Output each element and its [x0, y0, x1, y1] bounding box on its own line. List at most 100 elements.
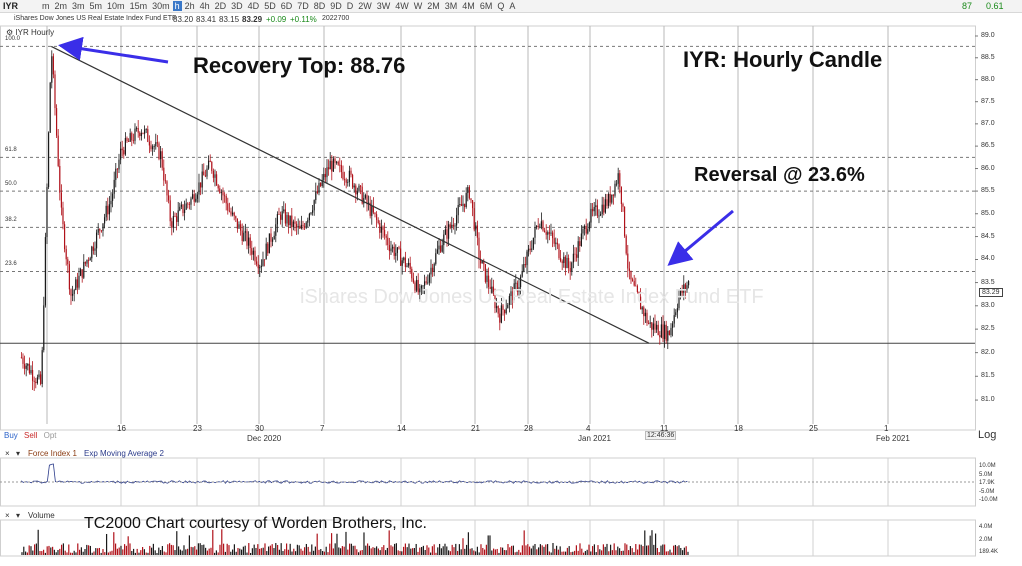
candle-body: [647, 323, 650, 324]
candle-body: [100, 230, 102, 232]
volume-bar: [487, 535, 489, 555]
timeframe-3M[interactable]: 3M: [444, 1, 458, 11]
candle-body: [582, 229, 584, 234]
volume-bar: [356, 549, 358, 555]
volume-bar: [114, 543, 117, 555]
volume-bar: [172, 545, 174, 555]
timeframe-4h[interactable]: 4h: [199, 1, 210, 11]
timeframe-2W[interactable]: 2W: [358, 1, 372, 11]
timeframe-3W[interactable]: 3W: [376, 1, 391, 11]
quote-close: 83.29: [242, 15, 263, 24]
candle-body: [27, 363, 29, 366]
candle-body: [121, 148, 123, 151]
month-label: Dec 2020: [247, 434, 282, 443]
candle-body: [345, 179, 347, 183]
volume-bar: [282, 551, 284, 555]
price-tick-label: 88.5: [981, 53, 995, 61]
log-scale-toggle[interactable]: Log: [978, 429, 997, 441]
date-tick-label: 30: [255, 424, 264, 433]
volume-bar: [228, 545, 230, 555]
timeframe-2M[interactable]: 2M: [427, 1, 440, 11]
timeframe-5D[interactable]: 5D: [264, 1, 276, 11]
buy-button[interactable]: Buy: [4, 431, 18, 440]
candle-body: [623, 206, 626, 237]
volume-bar: [402, 546, 405, 555]
candle-body: [519, 276, 522, 288]
candle-body: [667, 330, 669, 341]
annotation-title: IYR: Hourly Candle: [683, 47, 883, 72]
timeframe-8D[interactable]: 8D: [313, 1, 326, 11]
candle-body: [553, 238, 555, 244]
candle-body: [363, 198, 365, 204]
timeframe-9D[interactable]: 9D: [330, 1, 342, 11]
candle-body: [188, 204, 190, 205]
options-button[interactable]: Opt: [43, 431, 57, 440]
timeframe-15m[interactable]: 15m: [129, 1, 148, 11]
timeframe-2h[interactable]: 2h: [184, 1, 195, 11]
volume-bar: [343, 546, 345, 555]
close-panel-icon[interactable]: ×: [5, 449, 10, 458]
volume-settings-icon[interactable]: ▾: [16, 511, 21, 520]
candle-body: [379, 223, 381, 233]
volume-bar: [127, 536, 129, 555]
timeframe-3D[interactable]: 3D: [231, 1, 243, 11]
candle-body: [92, 246, 94, 251]
candle-body: [254, 250, 256, 262]
force-index-label[interactable]: Force Index 1: [28, 449, 77, 458]
timeframe-4M[interactable]: 4M: [462, 1, 475, 11]
timeframe-m[interactable]: m: [42, 1, 50, 11]
candle-body: [537, 225, 539, 228]
timeframe-2D[interactable]: 2D: [214, 1, 227, 11]
timeframe-30m[interactable]: 30m: [152, 1, 170, 11]
timeframe-7D[interactable]: 7D: [297, 1, 309, 11]
timeframe-2m[interactable]: 2m: [54, 1, 68, 11]
candle-body: [580, 233, 582, 246]
candle-body: [206, 168, 208, 177]
sell-button[interactable]: Sell: [24, 431, 38, 440]
timeframe-Q[interactable]: Q: [497, 1, 505, 11]
timeframe-10m[interactable]: 10m: [107, 1, 125, 11]
volume-bar: [89, 545, 91, 555]
symbol-box[interactable]: IYR: [3, 1, 19, 11]
date-tick-label: 23: [193, 424, 202, 433]
timeframe-4D[interactable]: 4D: [247, 1, 260, 11]
volume-bar: [359, 550, 361, 555]
timeframe-6M[interactable]: 6M: [479, 1, 493, 11]
volume-bar: [543, 546, 545, 555]
price-tick-label: 81.5: [981, 372, 995, 380]
candle-body: [561, 261, 563, 264]
candle-body: [652, 323, 654, 330]
candle-body: [311, 210, 314, 213]
volume-bar: [118, 547, 120, 555]
candle-body: [108, 204, 110, 215]
timeframe-h[interactable]: h: [172, 1, 182, 11]
volume-label[interactable]: Volume: [28, 511, 55, 520]
volume-bar: [636, 549, 639, 555]
timeframe-5m[interactable]: 5m: [89, 1, 103, 11]
timeframe-A[interactable]: A: [509, 1, 516, 11]
candle-body: [671, 323, 674, 328]
timeframe-D[interactable]: D: [346, 1, 354, 11]
timeframe-4W[interactable]: 4W: [395, 1, 409, 11]
candle-body: [510, 291, 512, 297]
settings-icon[interactable]: ▾: [16, 449, 21, 458]
candle-body: [494, 293, 496, 309]
volume-bar: [586, 549, 588, 555]
candle-body: [177, 210, 179, 222]
close-volume-icon[interactable]: ×: [5, 511, 10, 520]
candle-body: [654, 323, 656, 330]
candle-body: [334, 158, 336, 163]
volume-bar: [494, 549, 496, 555]
timeframe-3m[interactable]: 3m: [72, 1, 85, 11]
candle-body: [94, 248, 96, 251]
panel-title: IYR Hourly: [15, 28, 55, 37]
timeframe-W[interactable]: W: [413, 1, 423, 11]
candle-body: [524, 264, 526, 266]
timeframe-6D[interactable]: 6D: [280, 1, 293, 11]
candle-body: [44, 237, 46, 306]
panel-settings-icon[interactable]: ⚙: [6, 28, 14, 37]
ema-label[interactable]: Exp Moving Average 2: [84, 449, 164, 458]
panel-label-iyr-hourly[interactable]: ⚙ IYR Hourly: [6, 28, 54, 37]
candle-body: [455, 215, 458, 226]
